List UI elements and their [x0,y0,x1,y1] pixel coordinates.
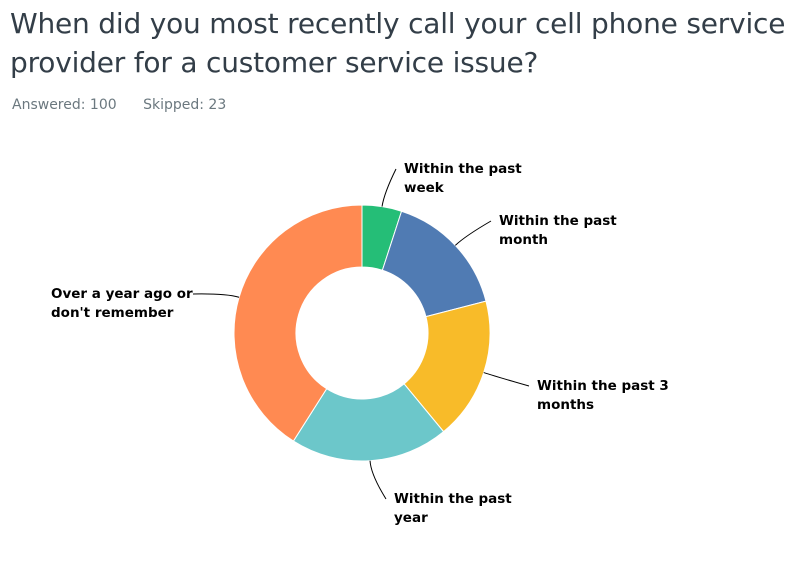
page-title: When did you most recently call your cel… [10,7,786,79]
slice-label-within-the-past-month: Within the past month [499,213,617,248]
slice-within-the-past-month[interactable] [381,210,487,318]
leader-line-within-the-past-3-months [483,372,530,387]
answered-count: Answered: 100 [12,97,117,113]
slice-label-within-the-past-week: Within the past week [404,161,522,196]
leader-line-over-a-year-ago-or-don-t-remember [192,293,240,298]
slice-label-within-the-past-3-months: Within the past 3 months [537,378,669,413]
donut-slices [233,204,491,462]
slice-within-the-past-year[interactable] [292,383,445,462]
leader-line-within-the-past-week [381,168,397,207]
slice-label-over-a-year-ago-or-don-t-remember: Over a year ago or don't remember [51,286,193,321]
skipped-count: Skipped: 23 [143,97,227,113]
leader-line-within-the-past-month [454,220,492,246]
leader-line-within-the-past-year [369,460,387,500]
response-stats: Answered: 100 Skipped: 23 [12,97,226,113]
slice-labels: Within the past week Within the past month W… [51,161,669,526]
leader-lines [192,168,530,500]
slice-over-a-year-ago-or-don-t-remember[interactable] [233,204,363,442]
slice-label-within-the-past-year: Within the past year [394,491,512,526]
